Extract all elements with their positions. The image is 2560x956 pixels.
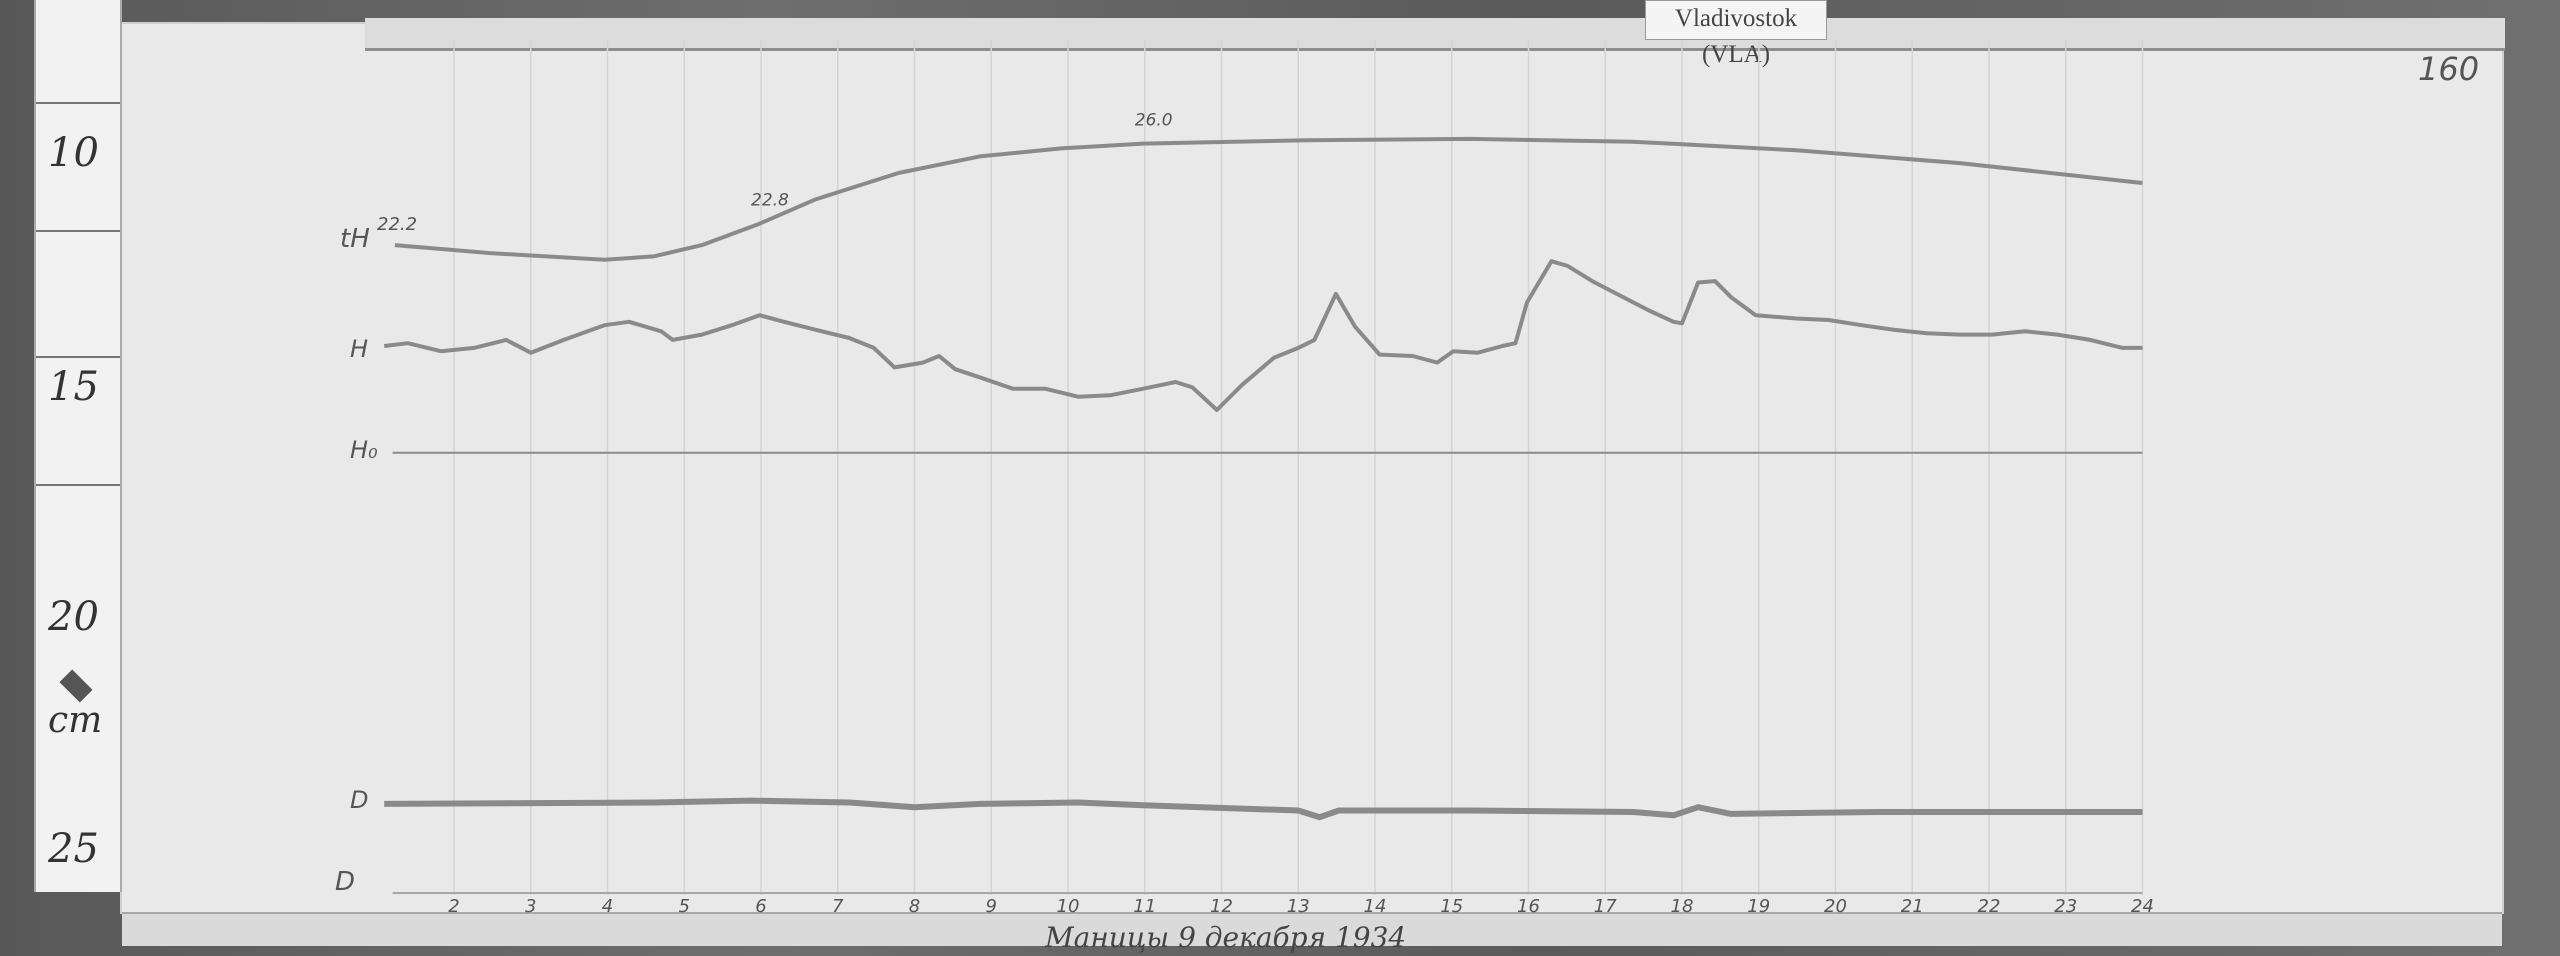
ruler-line <box>36 230 120 232</box>
temperature-annotation: 22.8 <box>751 191 789 211</box>
hour-tick-label: 7 <box>832 896 844 917</box>
hour-tick-label: 17 <box>1594 896 1617 917</box>
trace-label-d: D <box>350 786 368 814</box>
trace-label-temperature: tH <box>340 224 370 254</box>
hour-tick-label: 24 <box>2131 896 2154 917</box>
hour-tick-label: 8 <box>909 896 920 917</box>
trace-h <box>383 259 2143 412</box>
hour-tick-label: 14 <box>1364 896 1387 917</box>
ruler-label: 10 <box>48 130 99 176</box>
hour-tick-label: 19 <box>1747 896 1770 917</box>
trace-label-h: H <box>350 335 368 363</box>
sheet-number: 160 <box>2418 50 2480 88</box>
trace-label-d-baseline: D <box>335 867 355 897</box>
hour-tick-label: 18 <box>1671 896 1694 917</box>
hour-tick-label: 22 <box>1978 896 2001 917</box>
trace-label-h0: H₀ <box>350 436 378 464</box>
hour-tick-label: 13 <box>1287 896 1310 917</box>
cm-ruler: 10 15 20 cm 25 <box>34 0 122 892</box>
station-label: Vladivostok (VLA) <box>1645 0 1827 68</box>
hour-tick-label: 6 <box>755 896 766 917</box>
hour-tick-label: 9 <box>986 896 997 917</box>
magnetogram-sheet <box>122 24 2502 912</box>
bottom-strip <box>122 912 2502 946</box>
hour-tick-label: 12 <box>1210 896 1233 917</box>
trace-temperature <box>394 136 2143 262</box>
ruler-line <box>36 484 120 486</box>
hour-tick-label: 11 <box>1133 896 1156 917</box>
trace-d <box>384 797 2143 821</box>
hour-tick-label: 15 <box>1440 896 1463 917</box>
ruler-line <box>36 102 120 104</box>
hour-tick-label: 4 <box>602 896 613 917</box>
top-clamp-strip <box>365 18 2505 51</box>
ruler-label: 25 <box>48 826 99 872</box>
ruler-unit: cm <box>48 700 103 741</box>
hour-tick-label: 21 <box>1901 896 1924 917</box>
ruler-line <box>36 356 120 358</box>
hour-tick-label: 2 <box>448 896 459 917</box>
hour-tick-label: 5 <box>679 896 690 917</box>
hour-tick-label: 10 <box>1057 896 1080 917</box>
temperature-annotation: 22.2 <box>377 214 417 235</box>
hour-tick-label: 23 <box>2054 896 2077 917</box>
hour-tick-label: 3 <box>525 896 536 917</box>
hour-tick-label: 20 <box>1824 896 1847 917</box>
hour-tick-label: 16 <box>1517 896 1540 917</box>
ruler-label: 15 <box>48 364 99 410</box>
footer-handwriting: Маницы 9 декабря 1934 <box>1045 921 1407 954</box>
ruler-label: 20 <box>48 594 99 640</box>
temperature-annotation: 26.0 <box>1135 111 1173 131</box>
